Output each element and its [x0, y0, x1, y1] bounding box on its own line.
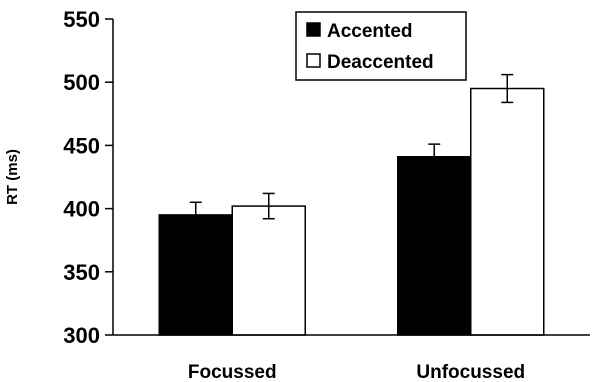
- legend: Accented Deaccented: [295, 11, 467, 81]
- legend-box: [295, 11, 467, 81]
- y-axis-ticks: 300 350 400 450 500 550: [63, 7, 113, 348]
- x-category-label: Unfocussed: [416, 362, 525, 382]
- axes: [112, 19, 590, 336]
- x-category-label: Focussed: [188, 362, 277, 382]
- bar-accented-unfocussed: [397, 156, 472, 336]
- y-tick-label: 300: [63, 323, 100, 348]
- x-axis-labels: Focussed Unfocussed: [188, 362, 525, 382]
- legend-swatch-deaccented: [306, 53, 321, 68]
- y-tick-label: 350: [63, 260, 100, 285]
- y-axis-title: RT (ms): [4, 149, 21, 205]
- y-tick-label: 450: [63, 133, 100, 158]
- y-tick-label: 400: [63, 197, 100, 222]
- legend-label-deaccented: Deaccented: [327, 52, 434, 73]
- bar-deaccented-unfocussed: [470, 87, 545, 336]
- bars: [158, 87, 545, 336]
- legend-swatch-accented: [306, 22, 321, 37]
- error-bars: [189, 73, 514, 229]
- bar-accented-focussed: [158, 214, 233, 336]
- bar-deaccented-focussed: [231, 205, 306, 336]
- legend-label-accented: Accented: [327, 21, 413, 42]
- y-tick-label: 550: [63, 7, 100, 32]
- y-tick-label: 500: [63, 70, 100, 95]
